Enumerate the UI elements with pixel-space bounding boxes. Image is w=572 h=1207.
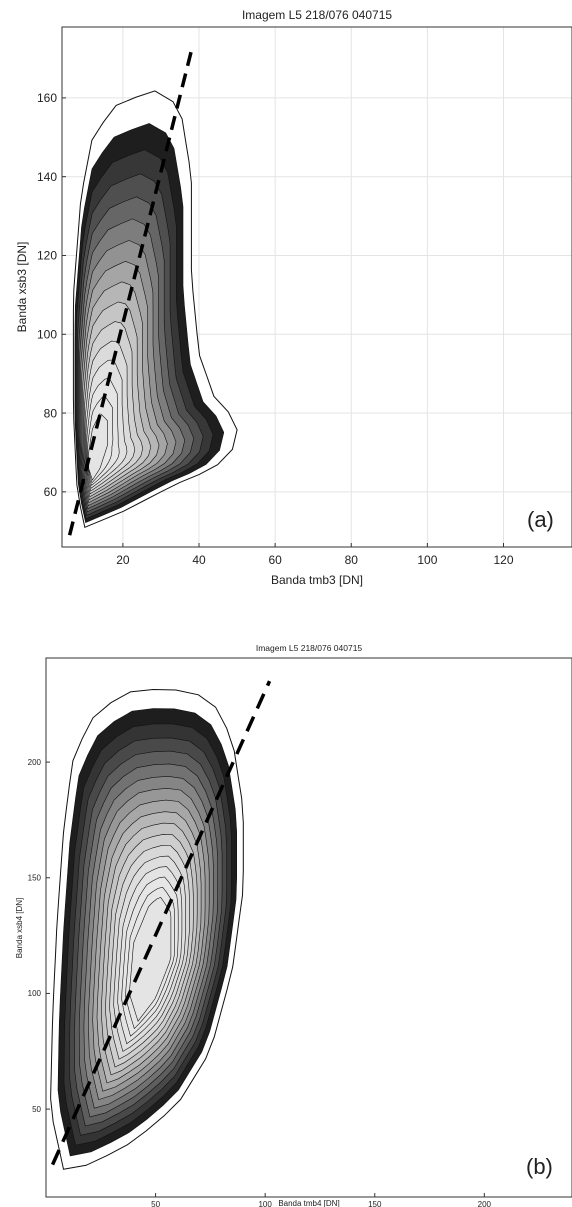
chart-title: Imagem L5 218/076 040715 — [256, 643, 363, 653]
y-tick-label: 140 — [37, 170, 57, 184]
x-tick-label: 120 — [493, 553, 513, 567]
x-axis-ticks: 50 100 150 200 — [151, 1193, 492, 1207]
y-tick-label: 200 — [28, 758, 42, 767]
fit-line-dashed — [50, 680, 272, 1166]
x-tick-label: 40 — [192, 553, 206, 567]
y-tick-label: 60 — [44, 485, 58, 499]
fit-line-dashed — [67, 50, 194, 536]
density-contour-level — [88, 413, 108, 481]
x-tick-label: 20 — [116, 553, 130, 567]
x-tick-label: 100 — [258, 1200, 272, 1207]
plot-area — [61, 26, 572, 548]
x-tick-label: 60 — [268, 553, 282, 567]
x-axis-label: Banda tmb4 [DN] — [278, 1199, 339, 1207]
x-tick-label: 150 — [368, 1200, 382, 1207]
panel-label-b: (b) — [526, 1154, 553, 1179]
density-contours — [50, 680, 272, 1170]
chart-panel-a: Imagem L5 218/076 040715 20 40 60 80 100 120 … — [15, 8, 572, 587]
x-tick-label: 50 — [151, 1200, 160, 1207]
y-axis-ticks: 50 100 150 200 — [28, 758, 50, 1114]
plot-area — [45, 657, 572, 1198]
x-axis-ticks: 20 40 60 80 100 120 — [116, 543, 514, 567]
y-tick-label: 150 — [28, 874, 42, 883]
x-tick-label: 200 — [478, 1200, 492, 1207]
y-tick-label: 120 — [37, 249, 57, 263]
y-tick-label: 50 — [32, 1105, 41, 1114]
chart-panel-b: Imagem L5 218/076 040715 50 100 150 200 50 1… — [15, 643, 572, 1207]
x-tick-label: 100 — [417, 553, 437, 567]
y-tick-label: 100 — [28, 989, 42, 998]
y-axis-label: Banda xsb3 [DN] — [15, 242, 29, 333]
chart-title: Imagem L5 218/076 040715 — [242, 8, 392, 22]
density-contours — [67, 50, 238, 536]
panel-label-a: (a) — [527, 507, 554, 532]
y-axis-label: Banda xsb4 [DN] — [15, 898, 24, 958]
y-tick-label: 160 — [37, 91, 57, 105]
x-axis-label: Banda tmb3 [DN] — [271, 573, 363, 587]
density-contour-level — [129, 897, 172, 1022]
y-tick-label: 80 — [44, 406, 58, 420]
x-tick-label: 80 — [345, 553, 359, 567]
y-tick-label: 100 — [37, 327, 57, 341]
y-axis-ticks: 60 80 100 120 140 160 — [37, 91, 66, 499]
